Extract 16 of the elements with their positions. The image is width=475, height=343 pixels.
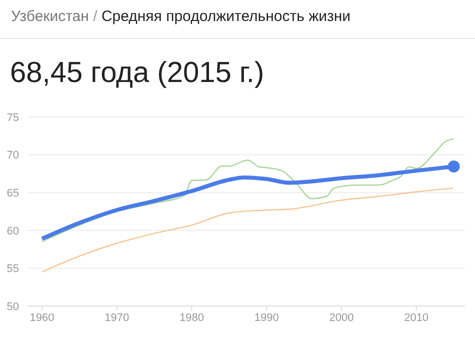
y-tick-label: 65 xyxy=(6,188,19,200)
line-series xyxy=(41,187,454,273)
chart-title: Узбекистан / Средняя продолжительность жизни xyxy=(11,8,351,25)
y-tick-label: 55 xyxy=(6,263,19,276)
chart-subtitle: 68,45 года (2015 г.) xyxy=(10,57,264,90)
y-tick-label: 75 xyxy=(6,112,19,124)
y-tick-label: 50 xyxy=(6,300,19,313)
x-tick-label: 1990 xyxy=(254,312,279,324)
x-tick-label: 2010 xyxy=(404,312,429,324)
y-tick-label: 70 xyxy=(6,150,19,162)
x-tick-label: 1960 xyxy=(30,312,54,324)
line-series xyxy=(41,138,454,242)
x-tick-label: 1970 xyxy=(104,312,130,324)
x-tick-label: 2000 xyxy=(329,312,354,324)
x-tick-label: 1980 xyxy=(179,312,204,324)
y-tick-label: 60 xyxy=(6,225,19,238)
